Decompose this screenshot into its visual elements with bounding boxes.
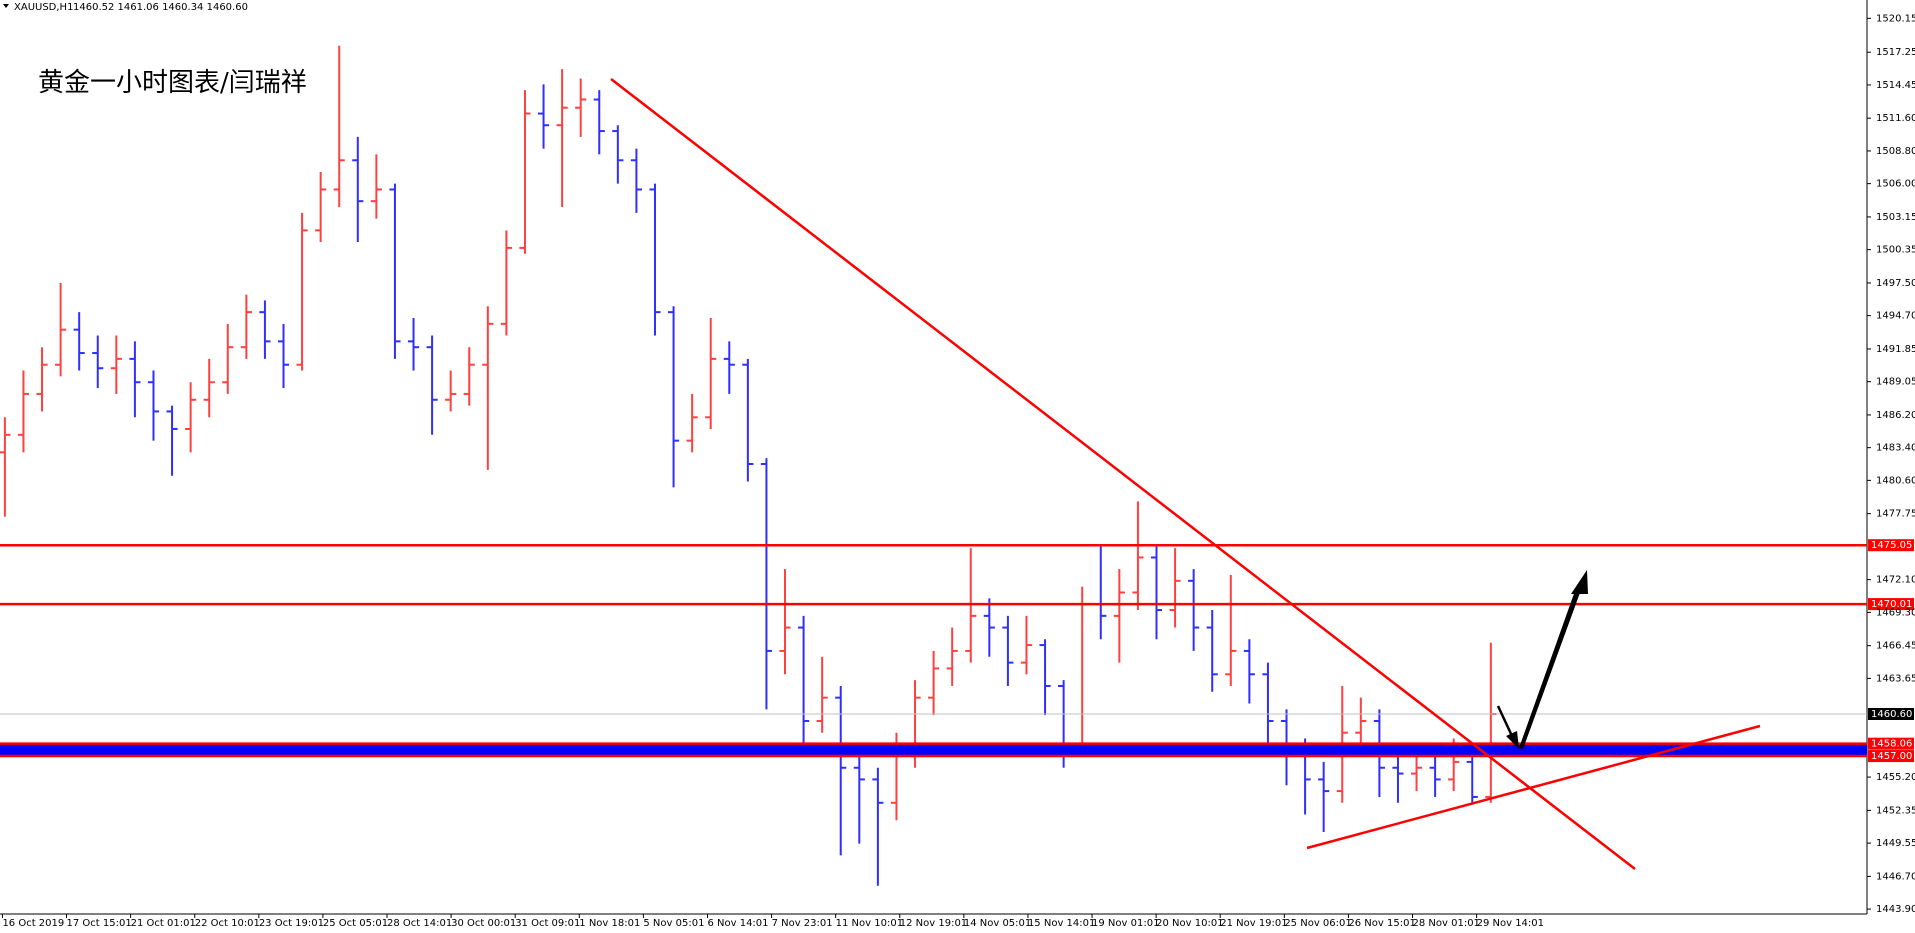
- x-tick-label: 25 Nov 06:01: [1284, 918, 1351, 929]
- y-tick-label: 1506.00: [1876, 179, 1915, 190]
- ohlc-readout: 1460.52 1461.06 1460.34 1460.60: [73, 2, 248, 13]
- y-tick-label: 1520.15: [1876, 13, 1915, 24]
- arrow-big: [1519, 588, 1581, 749]
- x-tick-label: 25 Oct 05:01: [323, 918, 388, 929]
- x-tick-label: 15 Nov 14:01: [1028, 918, 1095, 929]
- x-tick-label: 21 Oct 01:01: [131, 918, 196, 929]
- y-tick-label: 1480.60: [1876, 475, 1915, 486]
- level-tag: [1868, 708, 1914, 721]
- y-tick-label: 1443.90: [1876, 904, 1915, 915]
- symbol: XAUUSD,H1: [14, 2, 73, 13]
- y-tick-label: 1449.55: [1876, 838, 1915, 849]
- y-tick-label: 1455.20: [1876, 772, 1915, 783]
- level-label: 1458.06: [1871, 739, 1912, 750]
- y-tick-label: 1452.35: [1876, 805, 1915, 816]
- y-tick-label: 1472.10: [1876, 575, 1915, 586]
- x-tick-label: 31 Oct 09:01: [515, 918, 580, 929]
- y-tick-label: 1466.45: [1876, 641, 1915, 652]
- x-tick-label: 14 Nov 05:01: [964, 918, 1031, 929]
- level-label: 1475.05: [1871, 540, 1912, 551]
- arrow-small: [1496, 705, 1514, 737]
- level-tag: [1868, 539, 1914, 552]
- x-tick-label: 6 Nov 14:01: [707, 918, 768, 929]
- y-tick-label: 1469.30: [1876, 607, 1915, 618]
- x-tick-label: 12 Nov 19:01: [900, 918, 967, 929]
- x-tick-label: 16 Oct 2019: [2, 918, 64, 929]
- y-tick-label: 1511.60: [1876, 113, 1915, 124]
- y-tick-label: 1517.25: [1876, 47, 1915, 58]
- y-tick-label: 1463.65: [1876, 673, 1915, 684]
- x-tick-label: 21 Nov 19:01: [1220, 918, 1287, 929]
- x-tick-label: 22 Oct 10:01: [195, 918, 260, 929]
- level-tag: [1868, 750, 1914, 763]
- x-tick-label: 7 Nov 23:01: [772, 918, 833, 929]
- y-tick-label: 1500.35: [1876, 245, 1915, 256]
- y-tick-label: 1446.70: [1876, 871, 1915, 882]
- y-tick-label: 1503.15: [1876, 212, 1915, 223]
- x-tick-label: 1 Nov 18:01: [579, 918, 640, 929]
- y-tick-label: 1489.05: [1876, 377, 1915, 388]
- y-tick-label: 1497.50: [1876, 278, 1915, 289]
- level-label: 1460.60: [1871, 709, 1912, 720]
- y-tick-label: 1491.85: [1876, 344, 1915, 355]
- arrow-small-head: [1506, 731, 1519, 749]
- y-tick-label: 1477.75: [1876, 509, 1915, 520]
- level-tag: [1868, 598, 1914, 611]
- x-tick-label: 20 Nov 10:01: [1156, 918, 1223, 929]
- x-tick-label: 19 Nov 01:01: [1092, 918, 1159, 929]
- trend-line-down: [610, 78, 1636, 870]
- y-tick-label: 1494.70: [1876, 311, 1915, 322]
- x-tick-label: 28 Nov 01:01: [1413, 918, 1480, 929]
- level-tag: [1868, 737, 1914, 750]
- level-label: 1457.00: [1871, 751, 1912, 762]
- x-tick-label: 28 Oct 14:01: [387, 918, 452, 929]
- x-tick-label: 17 Oct 15:01: [67, 918, 132, 929]
- trend-line-up: [1306, 724, 1761, 850]
- y-tick-label: 1508.80: [1876, 146, 1915, 157]
- level-label: 1470.01: [1871, 599, 1912, 610]
- annotation: 黄金一小时图表/闫瑞祥: [38, 68, 307, 98]
- y-tick-label: 1514.45: [1876, 80, 1915, 91]
- x-tick-label: 26 Nov 15:01: [1348, 918, 1415, 929]
- y-tick-label: 1483.40: [1876, 443, 1915, 454]
- menu-arrow[interactable]: [3, 4, 9, 8]
- x-tick-label: 29 Nov 14:01: [1477, 918, 1544, 929]
- x-tick-label: 23 Oct 19:01: [259, 918, 324, 929]
- x-tick-label: 5 Nov 05:01: [643, 918, 704, 929]
- bars: [0, 45, 1497, 886]
- support-band: [0, 743, 1867, 757]
- x-tick-label: 30 Oct 00:01: [451, 918, 516, 929]
- y-tick-label: 1486.20: [1876, 410, 1915, 421]
- arrow-big-head: [1571, 570, 1588, 594]
- x-tick-label: 11 Nov 10:01: [836, 918, 903, 929]
